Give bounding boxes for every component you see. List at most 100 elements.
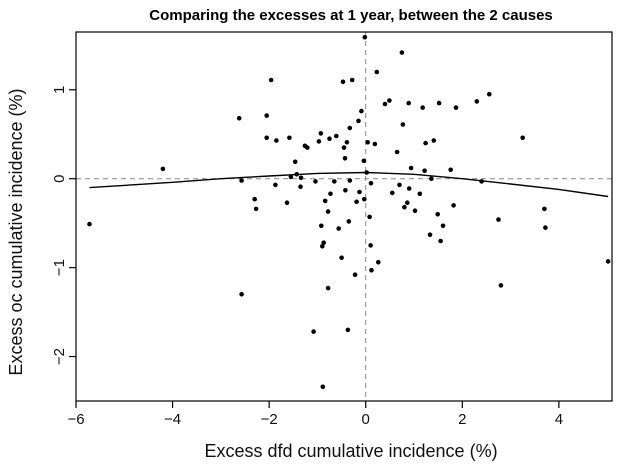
chart-title: Comparing the excesses at 1 year, betwee… <box>149 7 553 24</box>
data-point <box>417 191 423 197</box>
plot-frame <box>75 31 613 402</box>
data-point <box>496 217 501 222</box>
data-point <box>427 232 433 237</box>
data-point <box>287 135 292 141</box>
data-point <box>320 244 325 249</box>
data-point <box>341 145 347 150</box>
data-point <box>402 204 407 210</box>
data-point <box>431 138 437 143</box>
data-point <box>474 99 480 104</box>
plot-area <box>75 31 613 402</box>
x-axis: −6 −4 −2 0 2 4 <box>67 401 563 428</box>
data-point <box>284 200 290 205</box>
data-point <box>365 140 371 145</box>
data-point <box>422 168 427 173</box>
data-point <box>340 79 346 85</box>
data-point <box>268 77 274 83</box>
data-point <box>321 240 327 245</box>
data-point <box>349 77 355 83</box>
data-point <box>420 105 426 110</box>
data-point <box>406 186 412 191</box>
data-point <box>252 196 257 202</box>
data-point <box>372 141 378 147</box>
data-point <box>357 189 362 195</box>
data-point <box>316 139 322 144</box>
data-point <box>311 329 316 334</box>
data-point <box>451 203 456 208</box>
data-point <box>332 179 337 184</box>
data-point <box>429 176 434 181</box>
data-point <box>435 212 441 217</box>
data-point <box>325 209 331 214</box>
x-tick-label: −4 <box>164 411 181 428</box>
data-point <box>361 158 367 164</box>
smooth-trend-line <box>89 171 609 198</box>
data-point <box>376 260 381 265</box>
data-point <box>368 180 374 186</box>
x-tick-label: 0 <box>362 411 370 428</box>
data-point <box>359 108 364 114</box>
data-point <box>453 105 459 110</box>
data-point <box>236 115 242 121</box>
data-point <box>325 285 331 291</box>
data-point <box>322 198 328 204</box>
data-point <box>345 327 351 333</box>
data-point <box>298 175 304 181</box>
data-point <box>292 159 298 165</box>
x-tick-label: −2 <box>261 411 278 428</box>
data-point <box>369 268 374 273</box>
data-points <box>87 35 611 390</box>
data-point <box>264 135 270 141</box>
data-point <box>397 182 402 188</box>
data-point <box>239 292 244 297</box>
data-point <box>336 226 342 231</box>
data-point <box>374 69 380 75</box>
data-point <box>320 384 326 390</box>
data-point <box>400 122 406 127</box>
data-point <box>605 259 611 264</box>
data-point <box>87 221 92 227</box>
data-point <box>354 199 359 205</box>
data-point <box>344 140 350 145</box>
data-point <box>368 243 373 248</box>
y-axis-label: Excess oc cumulative incidence (%) <box>6 88 26 375</box>
data-point <box>264 113 270 118</box>
data-point <box>542 206 547 212</box>
data-point <box>382 101 388 107</box>
data-point <box>352 272 358 278</box>
y-tick-label: −2 <box>51 348 68 365</box>
data-point <box>406 100 412 106</box>
y-tick-label: 0 <box>51 175 68 183</box>
data-point <box>412 208 418 213</box>
data-point <box>387 98 392 103</box>
data-point <box>436 100 442 106</box>
data-point <box>440 223 446 229</box>
data-point <box>318 131 324 136</box>
data-point <box>438 238 443 244</box>
data-point <box>342 156 348 161</box>
data-point <box>319 223 324 229</box>
x-axis-label: Excess dfd cumulative incidence (%) <box>204 441 497 461</box>
data-point <box>356 118 361 124</box>
y-tick-label: 1 <box>51 86 68 94</box>
data-point <box>346 219 352 224</box>
data-point <box>273 182 278 188</box>
data-point <box>362 196 367 202</box>
y-axis: −2 −1 0 1 <box>51 86 76 365</box>
data-point <box>298 184 303 189</box>
x-tick-label: 2 <box>458 411 466 428</box>
data-point <box>274 138 279 143</box>
data-point <box>520 135 525 141</box>
data-point <box>367 214 372 220</box>
data-point <box>362 35 368 40</box>
data-point <box>328 191 333 197</box>
data-point <box>347 178 353 183</box>
data-point <box>253 206 259 212</box>
x-tick-label: −6 <box>67 411 84 428</box>
data-point <box>334 133 339 139</box>
data-point <box>343 188 348 193</box>
data-point <box>487 91 492 97</box>
data-point <box>160 166 166 172</box>
data-point <box>347 125 353 131</box>
